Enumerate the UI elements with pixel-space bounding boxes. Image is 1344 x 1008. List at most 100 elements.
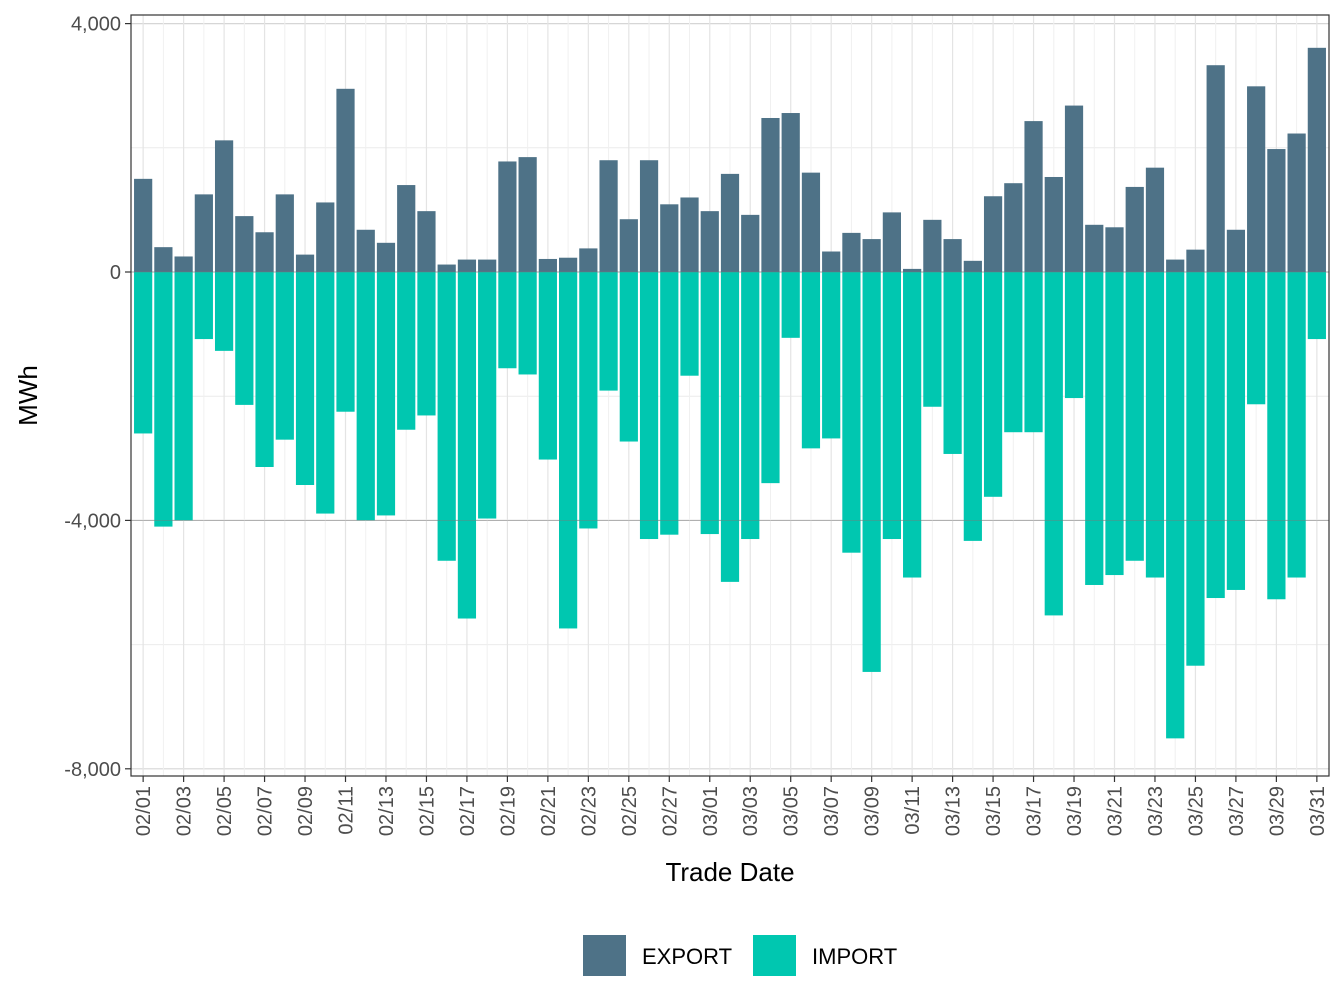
bar-import-03-07 [822, 272, 841, 439]
bar-import-03-02 [720, 272, 740, 582]
bar-import-03-23 [1145, 272, 1165, 578]
legend-swatch-export [583, 935, 626, 976]
bar-export-02-01 [134, 178, 153, 272]
y-tick-label: 4,000 [71, 14, 121, 36]
bar-export-03-20 [1085, 224, 1104, 272]
bar-import-03-20 [1085, 272, 1104, 585]
bar-export-03-19 [1064, 105, 1084, 273]
x-tick-label: 02/07 [255, 786, 277, 836]
bar-export-02-28 [680, 197, 699, 272]
bar-export-03-23 [1145, 167, 1165, 272]
x-tick-label: 03/23 [1145, 786, 1167, 836]
x-tick-label: 03/15 [983, 786, 1005, 836]
bar-import-02-12 [356, 272, 375, 521]
bar-import-03-19 [1064, 272, 1084, 399]
bar-export-03-02 [720, 173, 740, 272]
legend-label-import: IMPORT [812, 944, 897, 969]
bar-import-03-26 [1206, 272, 1225, 599]
bar-export-02-02 [154, 247, 173, 272]
bar-export-03-15 [983, 196, 1003, 272]
bar-import-02-04 [194, 272, 213, 340]
legend-label-export: EXPORT [642, 944, 732, 969]
bar-import-02-16 [437, 272, 456, 561]
bar-import-02-05 [214, 272, 234, 351]
bar-import-02-21 [538, 272, 557, 460]
x-tick-label: 03/29 [1266, 786, 1288, 836]
bar-import-02-02 [154, 272, 173, 527]
bar-import-02-13 [376, 272, 396, 516]
x-tick-label: 03/03 [740, 786, 762, 836]
bar-export-03-05 [781, 113, 800, 272]
bar-export-02-23 [579, 248, 598, 272]
bar-export-03-11 [903, 268, 922, 272]
bar-export-02-09 [295, 254, 315, 272]
x-tick-label: 02/17 [457, 786, 479, 836]
x-tick-label: 03/13 [943, 786, 965, 836]
x-tick-label: 02/15 [416, 786, 438, 836]
bar-import-03-30 [1287, 272, 1306, 578]
bar-import-03-14 [963, 272, 982, 541]
x-tick-label: 03/19 [1064, 786, 1086, 836]
bar-export-03-29 [1267, 149, 1286, 272]
x-tick-label: 03/31 [1307, 786, 1329, 836]
bar-import-02-17 [457, 272, 477, 619]
bar-export-03-07 [822, 251, 841, 272]
bar-import-02-27 [660, 272, 679, 535]
x-tick-label: 02/27 [659, 786, 681, 836]
bar-import-03-06 [801, 272, 821, 449]
legend: EXPORT IMPORT [583, 935, 897, 976]
x-tick-label: 02/13 [376, 786, 398, 836]
x-tick-label: 02/23 [578, 786, 600, 836]
bar-export-03-10 [882, 212, 901, 272]
bar-import-03-28 [1247, 272, 1266, 405]
bar-import-03-09 [862, 272, 881, 672]
y-tick-label: -8,000 [64, 759, 121, 781]
bar-export-02-13 [376, 242, 396, 272]
bar-import-03-15 [983, 272, 1003, 497]
x-tick-label: 02/01 [133, 786, 155, 836]
bar-import-02-14 [397, 272, 416, 430]
bar-import-03-27 [1226, 272, 1246, 590]
plot-panel-border [130, 14, 1330, 777]
y-tick-label: 0 [110, 262, 121, 284]
x-tick-label: 02/03 [174, 786, 196, 836]
bar-import-02-19 [498, 272, 517, 369]
bar-import-03-21 [1105, 272, 1124, 576]
bar-export-02-11 [336, 88, 355, 273]
bar-export-02-10 [316, 202, 335, 272]
bar-import-03-17 [1024, 272, 1043, 433]
bar-export-03-06 [801, 172, 821, 272]
bar-export-02-16 [437, 264, 456, 272]
bar-export-02-05 [214, 140, 234, 272]
bar-export-03-12 [923, 219, 942, 272]
bar-export-02-21 [538, 258, 557, 272]
bar-import-02-10 [316, 272, 335, 514]
bar-import-02-22 [559, 272, 578, 629]
bar-export-03-22 [1125, 186, 1144, 272]
bar-export-02-27 [660, 204, 679, 272]
bar-export-02-06 [235, 216, 254, 272]
x-tick-label: 02/09 [295, 786, 317, 836]
bar-import-02-18 [478, 272, 497, 519]
bar-import-02-09 [295, 272, 315, 486]
bar-import-03-01 [700, 272, 719, 535]
bar-export-02-15 [417, 211, 436, 272]
x-tick-label: 02/19 [497, 786, 519, 836]
bar-export-02-26 [639, 160, 659, 272]
x-tick-label: 03/25 [1185, 786, 1207, 836]
bar-import-03-31 [1307, 272, 1326, 340]
x-tick-label: 03/05 [781, 786, 803, 836]
x-axis: 02/01 02/03 02/05 02/07 02/09 02/11 02/13 02/15… [133, 776, 1329, 836]
bar-import-02-06 [235, 272, 254, 405]
bar-export-03-26 [1206, 65, 1225, 272]
bar-import-03-04 [761, 272, 780, 484]
bar-import-02-24 [599, 272, 618, 391]
bar-import-03-16 [1004, 272, 1023, 433]
x-tick-label: 03/21 [1104, 786, 1126, 836]
bar-export-03-25 [1186, 249, 1205, 272]
y-axis: 4,000 0 -4,000 -8,000 [64, 14, 131, 781]
bar-export-03-18 [1044, 176, 1063, 272]
bar-export-03-08 [842, 232, 861, 272]
bar-import-02-26 [639, 272, 659, 540]
